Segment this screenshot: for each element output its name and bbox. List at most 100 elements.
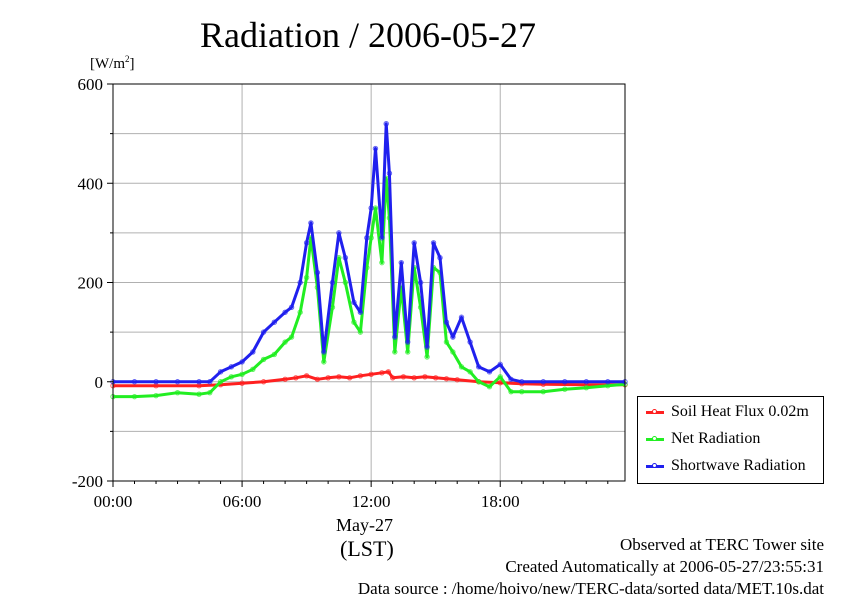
data-point-net-radiation: [486, 384, 493, 390]
data-point-soil-heat-flux-0-02m: [411, 375, 417, 381]
data-point-net-radiation: [288, 334, 295, 340]
data-point-shortwave-radiation: [417, 279, 424, 286]
data-point-net-radiation: [508, 388, 514, 395]
y-axis-unit-label: [W/m2]: [90, 54, 135, 72]
data-point-shortwave-radiation: [336, 230, 342, 236]
footer-data-source: Data source : /home/hoivo/new/TERC-data/…: [357, 579, 824, 598]
data-point-soil-heat-flux-0-02m: [400, 374, 407, 380]
legend-label: Soil Heat Flux 0.02m: [671, 403, 809, 420]
data-point-net-radiation: [131, 393, 138, 400]
grid-lines: [113, 84, 625, 481]
footer-created-timestamp: Created Automatically at 2006-05-27/23:5…: [505, 557, 824, 576]
data-point-net-radiation: [405, 349, 411, 355]
data-point-soil-heat-flux-0-02m: [389, 375, 396, 381]
data-point-soil-heat-flux-0-02m: [497, 380, 503, 386]
data-point-soil-heat-flux-0-02m: [454, 377, 460, 383]
data-point-soil-heat-flux-0-02m: [357, 373, 364, 379]
data-point-net-radiation: [424, 354, 430, 360]
data-point-net-radiation: [207, 389, 213, 396]
data-point-net-radiation: [282, 339, 288, 345]
y-axis-ticks: -200 0 200 400 600: [72, 75, 113, 491]
data-point-net-radiation: [217, 379, 224, 385]
data-point-net-radiation: [540, 388, 546, 395]
data-point-shortwave-radiation: [250, 349, 256, 355]
x-axis-timezone-label: (LST): [340, 536, 394, 561]
data-point-net-radiation: [519, 388, 525, 395]
legend-label: Shortwave Radiation: [671, 457, 806, 474]
data-point-soil-heat-flux-0-02m: [282, 376, 288, 382]
data-point-soil-heat-flux-0-02m: [303, 373, 310, 379]
data-point-soil-heat-flux-0-02m: [379, 370, 385, 376]
data-point-soil-heat-flux-0-02m: [432, 375, 439, 381]
data-point-shortwave-radiation: [217, 369, 224, 375]
chart-title: Radiation / 2006-05-27: [200, 15, 536, 55]
data-point-shortwave-radiation: [476, 364, 482, 370]
x-tick-label: 12:00: [352, 492, 391, 511]
series-lines: [110, 121, 628, 400]
data-point-net-radiation: [303, 274, 310, 281]
data-point-net-radiation: [196, 391, 202, 397]
data-point-shortwave-radiation: [450, 334, 456, 340]
data-point-net-radiation: [467, 369, 473, 375]
data-point-shortwave-radiation: [486, 369, 493, 375]
data-point-soil-heat-flux-0-02m: [293, 375, 299, 381]
data-point-shortwave-radiation: [430, 240, 437, 246]
data-point-shortwave-radiation: [497, 361, 503, 368]
data-point-net-radiation: [392, 349, 398, 355]
legend-swatch-soil-heat-flux: [646, 408, 664, 414]
y-tick-label: 400: [78, 174, 104, 193]
data-point-shortwave-radiation: [386, 170, 393, 177]
data-point-shortwave-radiation: [364, 235, 370, 241]
y-tick-label: 200: [78, 274, 104, 293]
data-point-shortwave-radiation: [540, 379, 546, 385]
data-point-shortwave-radiation: [379, 235, 385, 241]
data-point-shortwave-radiation: [297, 279, 303, 286]
data-point-net-radiation: [250, 366, 256, 373]
legend-swatch-net-radiation: [646, 435, 664, 441]
data-point-net-radiation: [379, 259, 385, 266]
data-point-soil-heat-flux-0-02m: [239, 380, 245, 386]
data-point-net-radiation: [443, 339, 450, 345]
data-point-shortwave-radiation: [288, 304, 295, 311]
chart-legend: Soil Heat Flux 0.02m Net Radiation Short…: [637, 396, 824, 484]
legend-item-shortwave-radiation: Shortwave Radiation: [646, 455, 806, 477]
data-point-shortwave-radiation: [443, 319, 450, 325]
y-tick-label: 600: [78, 75, 104, 94]
data-point-soil-heat-flux-0-02m: [336, 374, 342, 380]
legend-item-net-radiation: Net Radiation: [646, 428, 760, 450]
data-point-net-radiation: [239, 371, 245, 378]
data-point-shortwave-radiation: [207, 379, 213, 385]
data-point-shortwave-radiation: [282, 309, 288, 315]
data-point-shortwave-radiation: [398, 259, 404, 266]
data-point-shortwave-radiation: [153, 379, 159, 385]
data-point-shortwave-radiation: [303, 240, 310, 246]
y-tick-label: -200: [72, 472, 103, 491]
data-point-soil-heat-flux-0-02m: [443, 376, 450, 382]
legend-item-soil-heat-flux: Soil Heat Flux 0.02m: [646, 401, 809, 423]
data-point-net-radiation: [476, 379, 482, 385]
data-point-soil-heat-flux-0-02m: [314, 376, 321, 382]
footer-site-note: Observed at TERC Tower site: [619, 535, 824, 554]
series-line-net-radiation: [113, 176, 626, 399]
data-point-net-radiation: [458, 364, 465, 370]
data-point-soil-heat-flux-0-02m: [325, 375, 331, 381]
data-point-shortwave-radiation: [411, 240, 417, 246]
data-point-shortwave-radiation: [239, 359, 245, 365]
data-point-shortwave-radiation: [458, 314, 465, 320]
data-point-shortwave-radiation: [357, 309, 364, 315]
data-point-net-radiation: [562, 386, 568, 392]
data-point-shortwave-radiation: [308, 220, 314, 226]
data-point-shortwave-radiation: [508, 376, 514, 382]
data-point-shortwave-radiation: [228, 364, 235, 370]
data-point-soil-heat-flux-0-02m: [385, 369, 392, 375]
data-point-shortwave-radiation: [605, 379, 611, 385]
data-point-net-radiation: [153, 392, 159, 399]
data-point-shortwave-radiation: [519, 379, 525, 385]
data-point-shortwave-radiation: [467, 339, 473, 345]
legend-swatch-shortwave-radiation: [646, 462, 664, 468]
data-point-net-radiation: [228, 374, 235, 380]
data-point-shortwave-radiation: [392, 334, 398, 340]
data-point-net-radiation: [351, 319, 357, 325]
data-point-net-radiation: [174, 389, 181, 396]
data-point-shortwave-radiation: [342, 254, 349, 261]
